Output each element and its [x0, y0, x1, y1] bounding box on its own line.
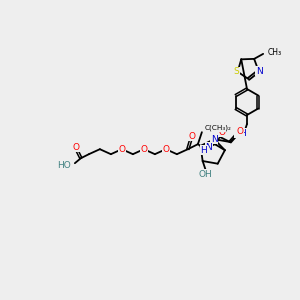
Text: N: N	[256, 67, 263, 76]
Text: O: O	[162, 145, 169, 154]
Text: O: O	[218, 128, 225, 137]
Text: O: O	[236, 127, 244, 136]
Text: CH₃: CH₃	[267, 48, 281, 57]
Text: N: N	[206, 143, 212, 152]
Text: N: N	[211, 135, 217, 144]
Text: OH: OH	[199, 169, 212, 178]
Text: H: H	[240, 128, 246, 137]
Text: N: N	[235, 128, 242, 137]
Text: O: O	[188, 132, 195, 141]
Text: O: O	[118, 145, 125, 154]
Text: HO: HO	[57, 161, 71, 170]
Text: H: H	[200, 146, 207, 155]
Text: O: O	[140, 145, 147, 154]
Text: C(CH₃)₂: C(CH₃)₂	[205, 125, 232, 131]
Text: O: O	[72, 143, 80, 152]
Text: S: S	[234, 67, 239, 76]
